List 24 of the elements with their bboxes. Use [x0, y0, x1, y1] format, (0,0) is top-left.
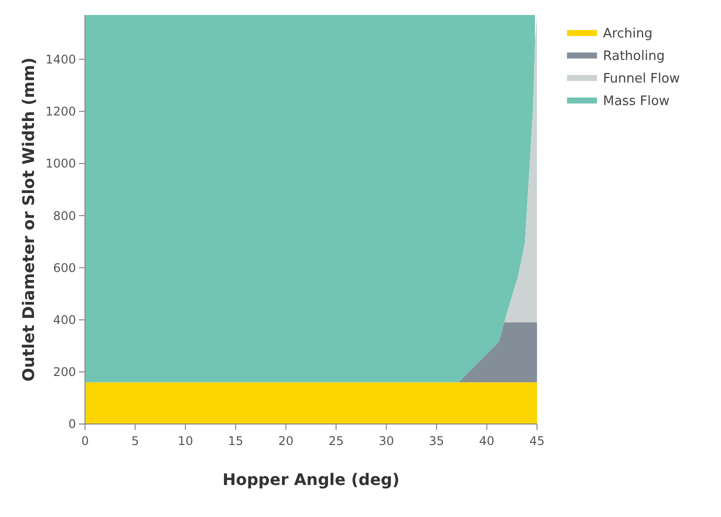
y-tick-label: 600 [53, 260, 76, 275]
x-tick-label: 0 [81, 434, 89, 448]
y-tick-label: 400 [53, 312, 76, 327]
x-tick-label: 45 [529, 434, 545, 448]
y-axis-title: Outlet Diameter or Slot Width (mm) [19, 57, 38, 382]
x-tick-label: 15 [228, 434, 244, 448]
y-tick-label: 200 [53, 365, 76, 380]
y-tick-label: 1000 [45, 156, 76, 171]
y-tick-label: 1400 [45, 52, 76, 66]
x-tick-label: 30 [378, 434, 394, 448]
x-tick-label: 35 [428, 434, 444, 448]
y-tick-label: 1200 [45, 104, 76, 119]
y-tick-label: 800 [53, 208, 76, 223]
x-tick-label: 20 [278, 434, 294, 448]
legend-label: Ratholing [603, 49, 665, 64]
x-tick-label: 40 [479, 434, 494, 448]
legend-label: Mass Flow [603, 94, 670, 110]
x-tick-label: 5 [131, 434, 140, 448]
legend-label: Funnel Flow [603, 72, 680, 87]
x-tick-label: 25 [328, 434, 344, 448]
x-tick-label: 10 [178, 434, 194, 448]
x-axis-title: Hopper Angle (deg) [222, 470, 400, 489]
legend-label: Arching [603, 26, 652, 42]
y-tick-label: 0 [68, 417, 76, 432]
